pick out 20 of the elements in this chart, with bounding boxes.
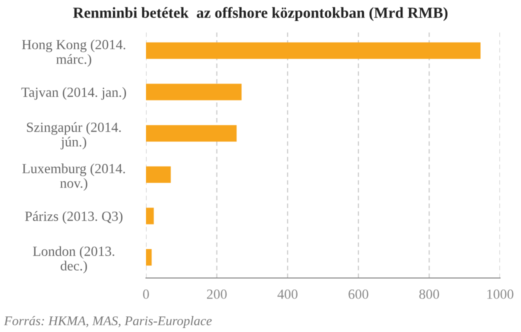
x-tick-label: 200 <box>206 290 227 299</box>
bar <box>146 208 154 224</box>
y-tick-label: Szingapúr (2014. jún.) <box>26 122 121 150</box>
x-tick-label: 1000 <box>487 290 514 299</box>
y-tick-label: Párizs (2013. Q3) <box>25 211 122 224</box>
x-tick-label: 600 <box>348 290 368 299</box>
bar <box>146 166 171 183</box>
bar <box>146 84 242 100</box>
y-tick-label: Tajvan (2014. jan.) <box>21 87 126 100</box>
y-tick-label: London (2013. dec.) <box>33 246 114 274</box>
chart-title: Renminbi betétek az offshore központokban (Mrd RMB) <box>73 6 448 22</box>
bar <box>146 249 152 266</box>
bar <box>146 125 237 142</box>
text: Forrás: HKMA, MAS, Paris-Europlace <box>4 316 212 328</box>
y-tick-label: Luxemburg (2014. nov.) <box>22 164 125 191</box>
x-tick-label: 800 <box>419 290 440 299</box>
x-tick-label: 0 <box>143 290 149 299</box>
y-tick-label: Hong Kong (2014. márc.) <box>22 40 126 67</box>
bar <box>146 42 481 59</box>
x-tick-label: 400 <box>277 290 298 299</box>
